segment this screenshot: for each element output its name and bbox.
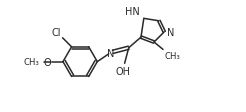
Text: O: O xyxy=(44,57,52,67)
Text: CH₃: CH₃ xyxy=(164,51,180,60)
Text: CH₃: CH₃ xyxy=(24,58,39,67)
Text: N: N xyxy=(167,28,174,38)
Text: OH: OH xyxy=(116,66,131,76)
Text: N: N xyxy=(107,48,114,58)
Text: Cl: Cl xyxy=(51,28,61,38)
Text: HN: HN xyxy=(125,7,140,17)
